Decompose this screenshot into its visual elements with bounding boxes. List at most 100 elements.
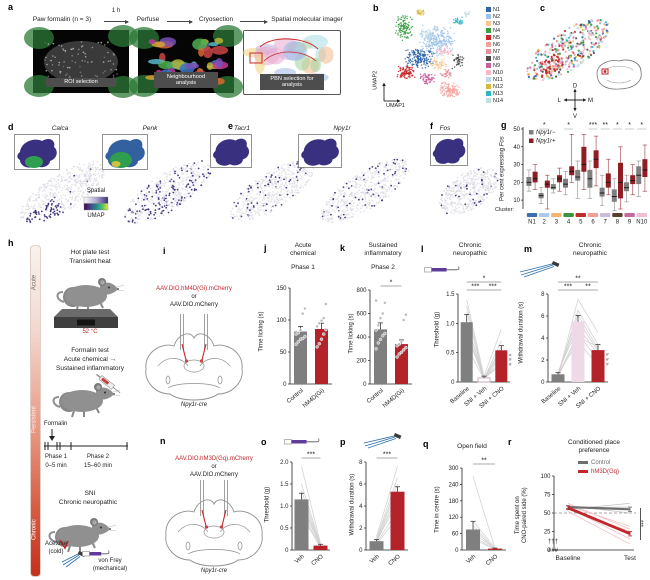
r-dagger-annotations: ††† ### (548, 538, 558, 556)
svg-text:**: ** (602, 122, 608, 129)
fos-spatial (438, 167, 499, 215)
panel-l: l Chronic neuropathic Threshold (g) 0 0.5 1… (418, 238, 516, 416)
panel-n: n AAV.DIO.hM3D(Gq).mCherry or AAV.DIO.mC… (148, 420, 280, 580)
l-y-axis-label: Threshold (g) (434, 311, 441, 348)
svg-text:8: 8 (616, 220, 620, 226)
calca-spatial (19, 160, 105, 223)
brain-outline-inset (596, 59, 642, 90)
svg-text:***: *** (307, 452, 315, 459)
svg-text:10: 10 (513, 198, 520, 204)
svg-text:9: 9 (628, 220, 632, 226)
svg-text:CNO: CNO (485, 554, 499, 567)
svg-text:25: 25 (544, 530, 551, 536)
axis-persistent: Persistent (31, 406, 38, 433)
svg-text:300: 300 (448, 466, 459, 472)
panel-m: m Chronic neuropathic Withdrawal duration… (512, 238, 650, 416)
svg-text:30: 30 (513, 163, 520, 169)
step-paw-formalin: Paw formalin (n = 3) (32, 16, 92, 23)
q-title: Open field (457, 443, 487, 450)
panel-label-b: b (373, 3, 379, 13)
svg-text:8: 8 (359, 460, 363, 466)
svg-text:***: *** (489, 284, 497, 291)
svg-text:0: 0 (363, 382, 367, 388)
svg-text:V: V (573, 114, 577, 120)
panel-p: p Withdrawal duration (s) 0 2 4 6 8 *** Veh CNO (334, 430, 414, 580)
cpp-line-chart: 0 25 50 75 100 Baseline Test (540, 474, 636, 562)
r-sig-bracket (640, 508, 641, 540)
svg-text:180: 180 (448, 499, 459, 505)
panel-label-m: m (524, 244, 533, 254)
tissue-image (242, 31, 337, 91)
svg-text:200: 200 (356, 359, 367, 365)
svg-text:600: 600 (356, 312, 367, 318)
svg-text:#: # (606, 352, 609, 358)
svg-text:100: 100 (276, 318, 287, 324)
pbn-spatial-scatter (526, 18, 610, 82)
j-title: Acute chemical (290, 242, 316, 258)
svg-text:6: 6 (591, 220, 595, 226)
threshold-veh-cno-chart: 0 0.5 1.0 1.5 2.0 *** Veh CNO (280, 452, 330, 567)
svg-text:0: 0 (547, 548, 551, 554)
g-y-axis-label: Per cent expressing Fos (499, 136, 506, 201)
gene-title-fos: Fos (439, 125, 451, 132)
svg-text:1.5: 1.5 (446, 292, 455, 298)
svg-text:6: 6 (359, 482, 363, 488)
pbn-image: PBN selection for analysis (242, 30, 341, 95)
svg-text:Test: Test (624, 555, 636, 562)
step-cryosection: Cryosection (198, 16, 234, 23)
svg-text:D: D (573, 84, 578, 90)
svg-text:hM4D(Gi): hM4D(Gi) (382, 388, 406, 409)
mouse-sni-illustration (48, 518, 117, 553)
svg-text:Veh: Veh (294, 554, 306, 565)
gene-title-penk: Penk (142, 125, 158, 132)
hotplate-temp: 52 °C (82, 329, 98, 335)
svg-text:4: 4 (567, 220, 571, 226)
panel-label-f: f (430, 121, 433, 131)
panel-q: q Open field Time in centre (s) 0 60 120 18… (416, 430, 514, 580)
svg-text:#: # (606, 357, 609, 363)
roi-image-label: ROI selection (46, 77, 116, 87)
svg-text:*: * (616, 122, 619, 129)
panel-g: g Per cent expressing Fos 10 20 30 40 50 * * **… (495, 119, 650, 232)
panel-label-j: j (264, 243, 267, 253)
svg-text:Npy1r+: Npy1r+ (536, 139, 556, 145)
svg-text:**: ** (481, 458, 487, 465)
gene-title-calca: Calca (51, 125, 69, 132)
svg-text:7: 7 (604, 220, 608, 226)
svg-text:***: *** (589, 122, 597, 129)
svg-text:8: 8 (541, 292, 545, 298)
umap-legend: N1 N2 N3 N4 N5 N6 N7 N8 N9 N10 N11 N12 N13 N14 (486, 6, 503, 104)
brain-injection-schematic (165, 480, 263, 567)
umap1-axis-label: UMAP1 (386, 103, 405, 109)
virus-or: or (191, 294, 197, 300)
formalin-sub1: Acute chemical → (63, 356, 117, 363)
panel-label-e: e (228, 121, 234, 131)
svg-text:4: 4 (359, 504, 363, 510)
panel-r: r Conditioned place preference Control hM3… (506, 430, 650, 580)
svg-text:800: 800 (356, 288, 367, 294)
panel-h: h Acute Persistent Chronic Hot plate tes… (0, 235, 132, 580)
sni-title: SNI (84, 490, 96, 497)
svg-text:#: # (509, 357, 512, 363)
svg-text:CNO: CNO (311, 554, 325, 567)
hotplate-icon (54, 309, 118, 328)
k-subtitle: Phase 2 (371, 264, 395, 271)
svg-text:CNO: CNO (388, 554, 402, 567)
l-title: Chronic neuropathic (453, 242, 487, 258)
panel-e: e Tacr1 Npy1r (210, 118, 430, 232)
svg-text:L: L (558, 98, 562, 104)
panel-a: a Paw formalin (n = 3) 1 h Perfuse Cryos… (0, 0, 343, 118)
cpp-legend: Control hM3D(Gq) (578, 458, 619, 476)
step-smi: Spatial molecular imager (271, 16, 343, 23)
panel-k: k Sustained inflammatory Phase 2 Time lic… (334, 238, 416, 416)
svg-text:5: 5 (579, 220, 583, 226)
orientation-compass: D V L M (558, 84, 593, 121)
svg-text:Veh: Veh (465, 554, 477, 565)
panel-d: d Calca Penk Spatial UMAP (0, 118, 230, 232)
withdrawal-veh-cno-chart: 0 2 4 6 8 *** Veh CNO (359, 452, 408, 567)
panel-label-k: k (340, 243, 346, 253)
hotplate-title: Hot plate test (70, 249, 110, 256)
svg-text:4: 4 (541, 336, 545, 342)
sni-subtitle: Chronic neuropathic (58, 499, 118, 506)
